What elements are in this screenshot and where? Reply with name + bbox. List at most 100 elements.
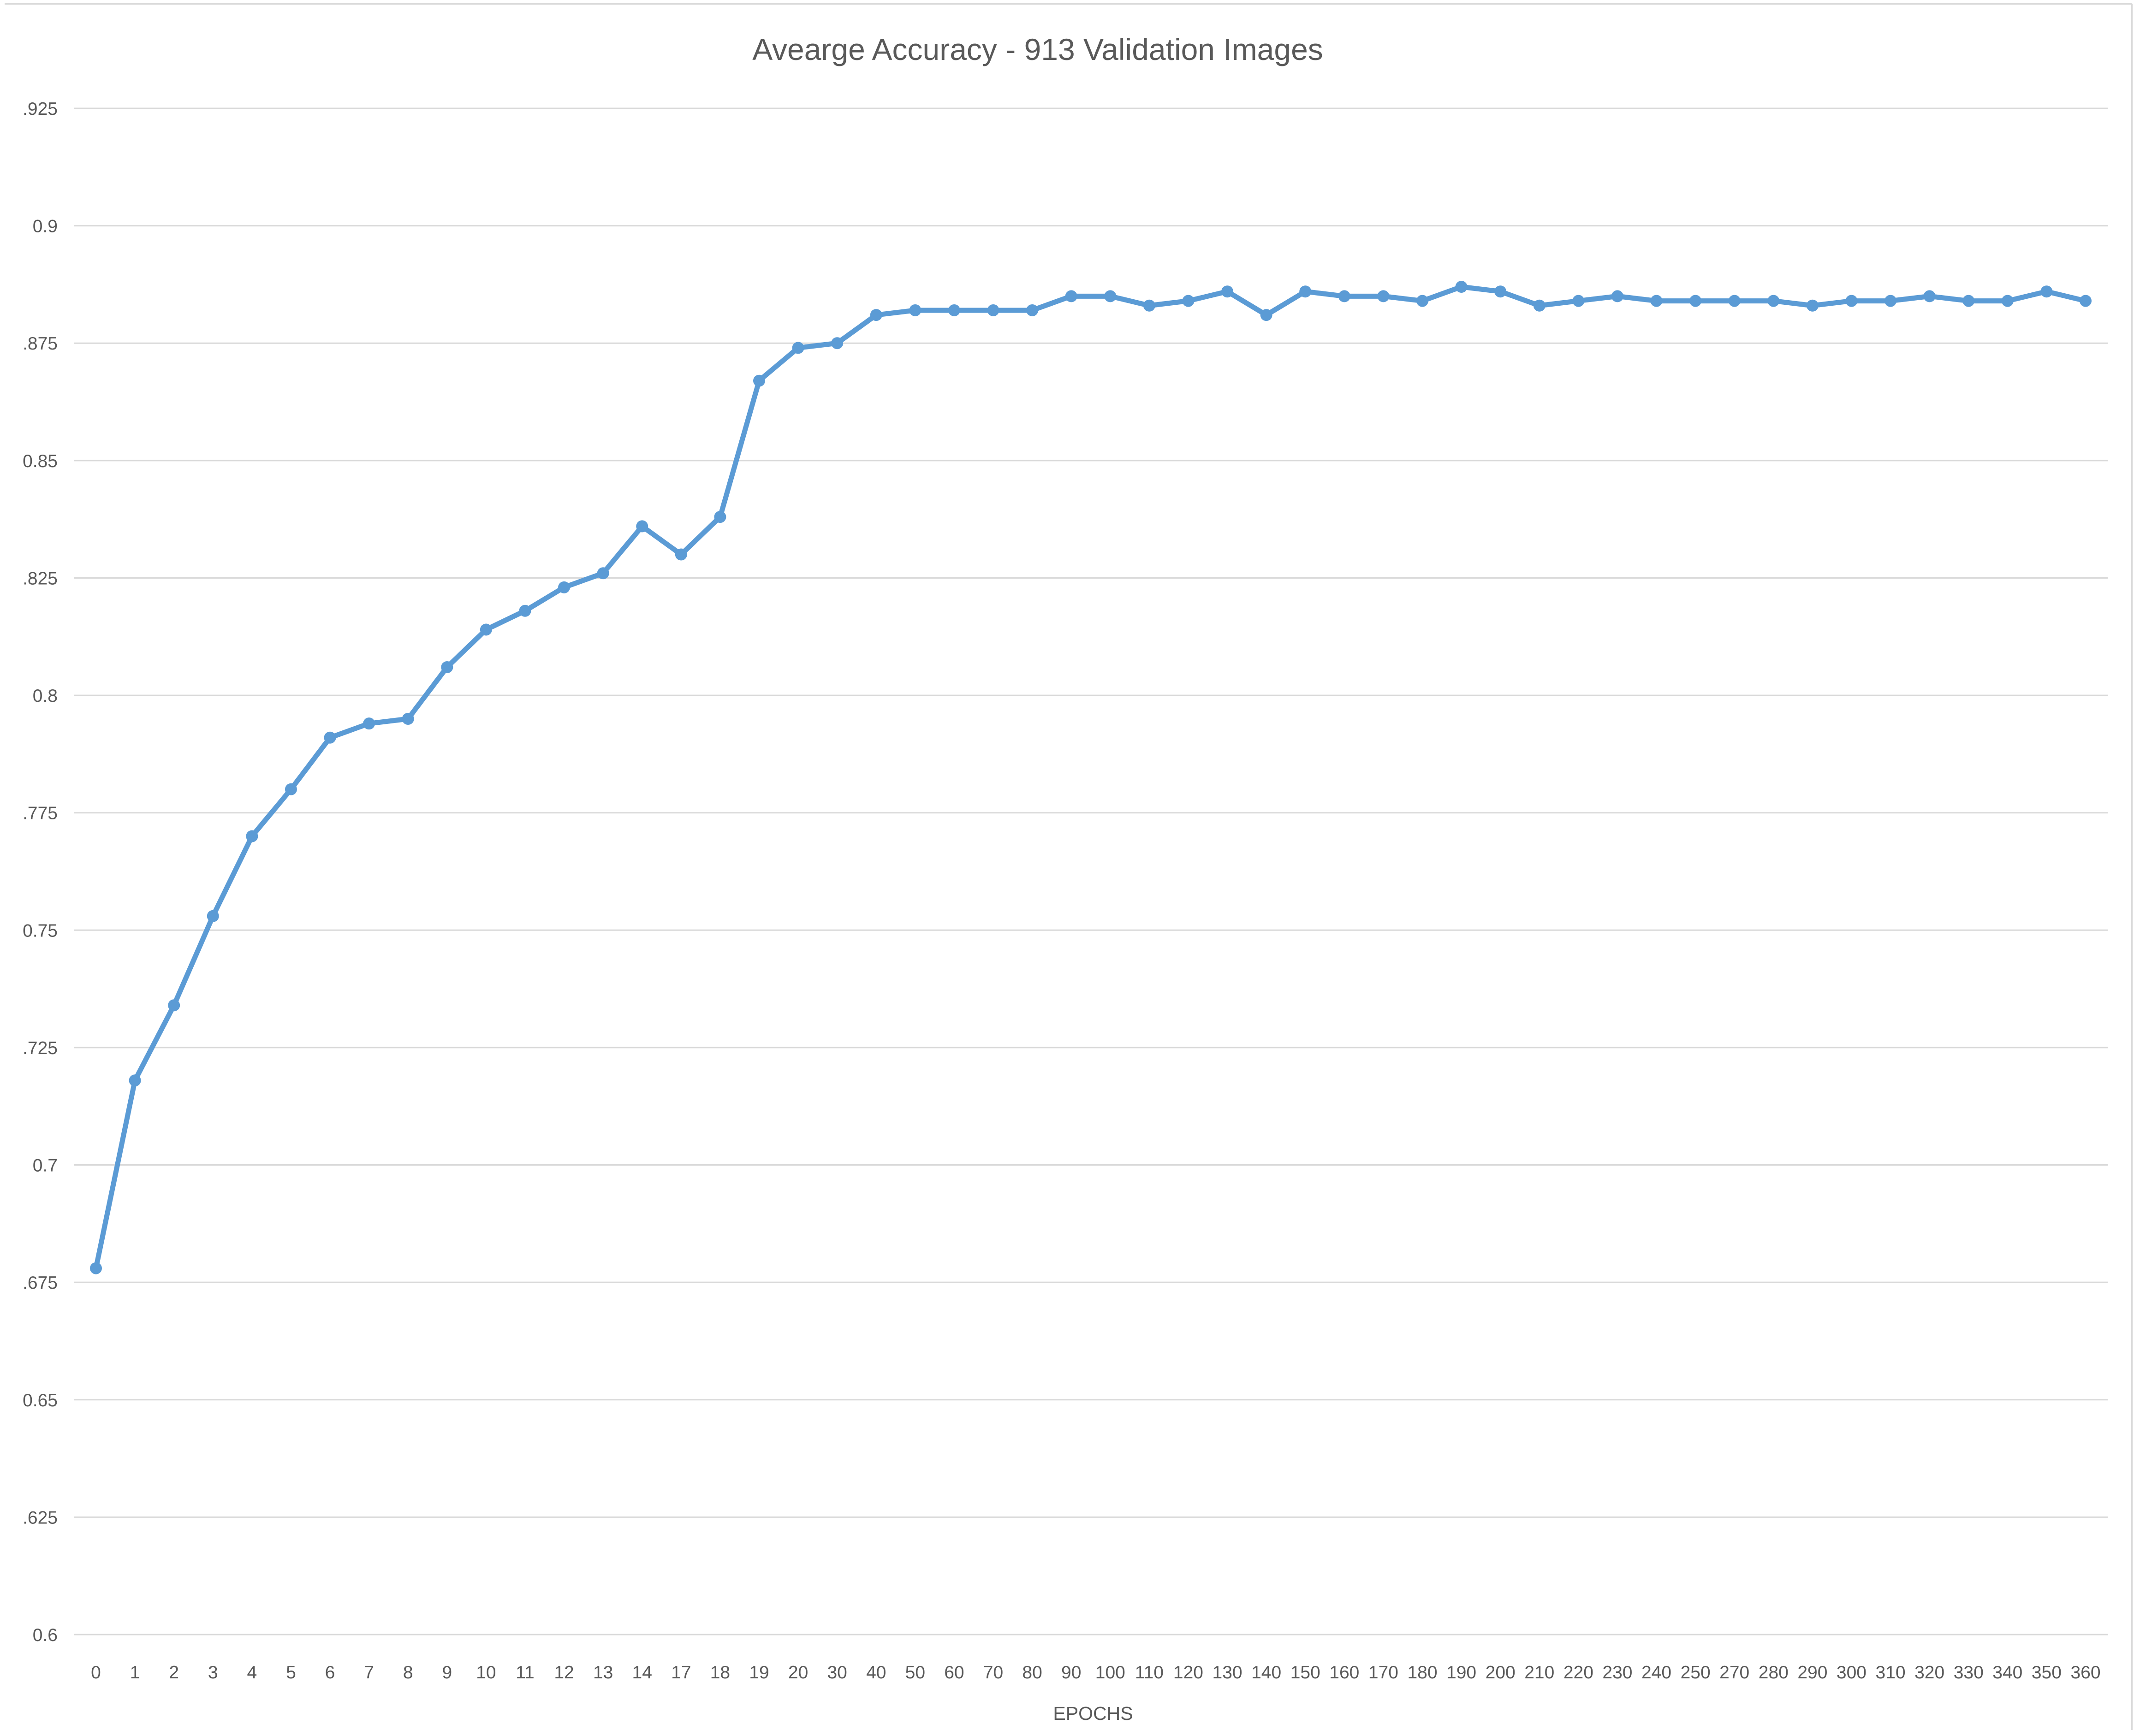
x-tick-label: 20 [788, 1663, 808, 1683]
x-tick-label: 330 [1954, 1663, 1984, 1683]
data-point [90, 1262, 102, 1274]
x-tick-label: 300 [1837, 1663, 1867, 1683]
y-tick-label: 0.8 [33, 686, 58, 706]
data-point [987, 304, 999, 316]
data-point [519, 604, 531, 617]
data-point [480, 623, 492, 636]
x-tick-label: 30 [827, 1663, 847, 1683]
x-tick-label: 2 [169, 1663, 179, 1683]
data-point [1962, 295, 1975, 307]
data-point [402, 713, 414, 725]
data-point [1494, 285, 1507, 298]
y-tick-label: 0.65 [23, 1391, 58, 1410]
x-tick-label: 200 [1486, 1663, 1516, 1683]
x-tick-label: 110 [1135, 1663, 1164, 1683]
data-point [1767, 295, 1780, 307]
data-point [948, 304, 960, 316]
data-point [324, 731, 336, 744]
x-tick-label: 160 [1329, 1663, 1359, 1683]
data-point [1299, 285, 1312, 298]
x-axis-ticks: 0 1 2 3 4 5 6 7 8 9 10 11 12 13 14 17 18 19 20 30 40 50 60 70 80… [91, 1663, 2100, 1683]
y-axis-ticks: 0.6 .625 0.65 .675 0.7 .725 0.75 .775 0.8 .825 0.8… [23, 99, 58, 1645]
y-tick-label: .925 [23, 99, 58, 119]
x-tick-label: 360 [2070, 1663, 2100, 1683]
x-tick-label: 13 [593, 1663, 613, 1683]
data-point [1533, 299, 1546, 312]
data-point [675, 548, 687, 561]
data-point [129, 1074, 141, 1087]
data-point [1806, 299, 1819, 312]
data-point [2040, 285, 2053, 298]
y-tick-label: .875 [23, 334, 58, 354]
x-tick-label: 90 [1061, 1663, 1081, 1683]
data-point [1845, 295, 1858, 307]
data-point [1689, 295, 1702, 307]
y-tick-label: 0.85 [23, 451, 58, 471]
data-point [207, 910, 219, 922]
y-tick-label: .825 [23, 569, 58, 588]
data-point [1104, 290, 1117, 302]
y-tick-label: 0.75 [23, 921, 58, 941]
data-point [1416, 295, 1428, 307]
data-point [558, 581, 571, 593]
x-tick-label: 4 [247, 1663, 257, 1683]
x-tick-label: 340 [1992, 1663, 2022, 1683]
x-tick-label: 50 [905, 1663, 925, 1683]
data-point [870, 309, 882, 321]
x-tick-label: 19 [749, 1663, 769, 1683]
data-point [714, 511, 726, 523]
x-tick-label: 80 [1022, 1663, 1042, 1683]
data-point [1143, 299, 1155, 312]
x-tick-label: 230 [1602, 1663, 1632, 1683]
y-tick-label: .725 [23, 1038, 58, 1058]
x-tick-label: 140 [1251, 1663, 1281, 1683]
data-point [285, 783, 297, 795]
x-tick-label: 3 [208, 1663, 218, 1683]
x-tick-label: 180 [1407, 1663, 1437, 1683]
data-point [1650, 295, 1663, 307]
data-point [909, 304, 921, 316]
data-point [1338, 290, 1350, 302]
x-tick-label: 7 [364, 1663, 374, 1683]
data-point [363, 717, 375, 730]
x-tick-label: 250 [1681, 1663, 1711, 1683]
x-tick-label: 190 [1446, 1663, 1476, 1683]
x-tick-label: 60 [944, 1663, 964, 1683]
x-tick-label: 120 [1173, 1663, 1203, 1683]
x-tick-label: 14 [632, 1663, 652, 1683]
x-tick-label: 12 [554, 1663, 574, 1683]
y-tick-label: 0.6 [33, 1625, 58, 1645]
data-point [2001, 295, 2014, 307]
x-tick-label: 280 [1759, 1663, 1789, 1683]
data-point [597, 567, 609, 580]
x-tick-label: 18 [710, 1663, 730, 1683]
x-tick-label: 150 [1290, 1663, 1320, 1683]
gridlines [74, 107, 2108, 1635]
y-tick-label: .625 [23, 1508, 58, 1528]
x-tick-label: 5 [286, 1663, 296, 1683]
x-axis-title: EPOCHS [1053, 1703, 1133, 1724]
x-tick-label: 1 [130, 1663, 140, 1683]
data-point [1377, 290, 1390, 302]
x-tick-label: 6 [325, 1663, 335, 1683]
y-tick-label: 0.9 [33, 217, 58, 237]
data-point [636, 520, 648, 533]
x-tick-label: 9 [442, 1663, 452, 1683]
data-point [753, 374, 765, 387]
data-point [831, 337, 844, 350]
x-tick-label: 270 [1719, 1663, 1749, 1683]
data-point [2080, 295, 2092, 307]
x-tick-label: 240 [1641, 1663, 1671, 1683]
data-point [1065, 290, 1077, 302]
x-tick-label: 320 [1914, 1663, 1944, 1683]
data-point [1182, 295, 1195, 307]
chart-title: Avearge Accuracy - 913 Validation Images [752, 32, 1323, 66]
x-tick-label: 10 [476, 1663, 496, 1683]
data-point [1728, 295, 1741, 307]
x-tick-label: 130 [1213, 1663, 1242, 1683]
y-tick-label: .775 [23, 804, 58, 824]
data-point [1221, 285, 1234, 298]
data-point [1260, 309, 1272, 321]
x-tick-label: 8 [403, 1663, 413, 1683]
